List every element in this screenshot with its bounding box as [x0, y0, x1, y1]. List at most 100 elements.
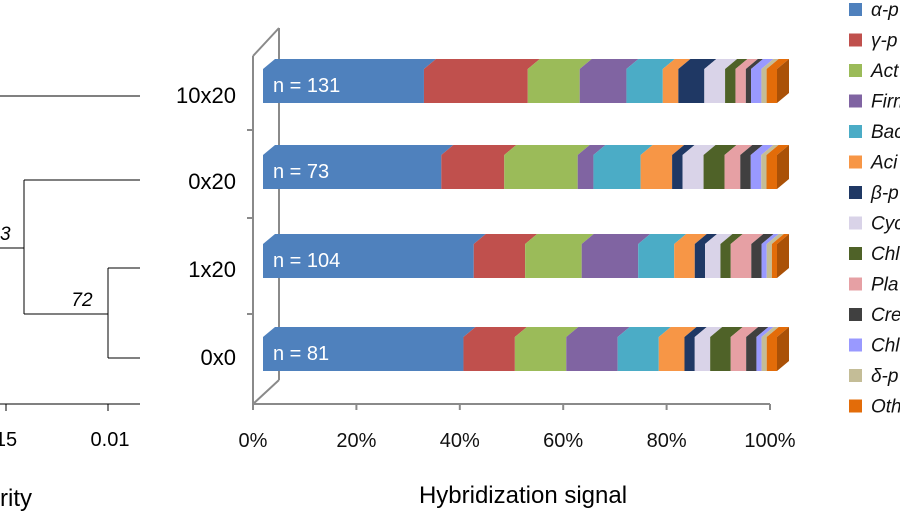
legend-label: Bac [871, 122, 900, 143]
legend-label: Cyc [871, 214, 900, 235]
bar-segment [745, 69, 752, 103]
bar-segment [682, 155, 704, 189]
bar-segment-top [730, 234, 764, 244]
bar-segment-top [662, 59, 691, 69]
bar-segment [761, 244, 767, 278]
bar-segment-top [761, 327, 779, 337]
bar-segment-top [705, 234, 733, 244]
legend-label: β-p [870, 183, 899, 204]
bar-segment-top [593, 145, 653, 155]
legend-label: Firm [871, 92, 900, 113]
bar-segment [263, 244, 474, 278]
bar-segment-top [766, 59, 789, 69]
bar-segment-top [703, 145, 737, 155]
legend-label: Oth [871, 397, 900, 418]
bar-segment-top [771, 234, 789, 244]
bar-segment-top [740, 145, 763, 155]
bar-segment [263, 337, 464, 371]
bar-segment [473, 244, 526, 278]
support-label: 72 [71, 290, 93, 311]
bar-segment [684, 337, 695, 371]
bar-segment-top [579, 59, 639, 69]
bar-segment-top [617, 327, 671, 337]
bar-segment [694, 337, 711, 371]
x-tick-label: 20% [336, 430, 376, 452]
legend-label: δ-p [871, 366, 898, 387]
legend-swatch [849, 3, 862, 16]
bar-segment [746, 337, 757, 371]
legend-label: Cre [871, 305, 900, 326]
bar-segment-top [514, 327, 579, 337]
bar-segment-top [678, 59, 717, 69]
bar-segment [751, 69, 762, 103]
bar-segment-top [527, 59, 592, 69]
bar-segment [771, 244, 777, 278]
bar-segment [504, 155, 578, 189]
bar-segment-top [730, 327, 759, 337]
bar-segment [640, 155, 673, 189]
legend-swatch [849, 308, 862, 321]
bar-segment [720, 244, 731, 278]
scale-tick-label: 15 [0, 429, 17, 451]
bar-segment [694, 244, 706, 278]
bar-side-face [777, 59, 789, 103]
bar-segment-top [751, 234, 774, 244]
bar-segment-top [463, 327, 527, 337]
bar-segment-top [761, 234, 779, 244]
bar-segment [703, 155, 725, 189]
bar-segment-top [566, 327, 630, 337]
bar-segment-top [525, 234, 594, 244]
n-label: n = 104 [273, 250, 340, 272]
bar-segment [724, 155, 741, 189]
legend-swatch [849, 399, 862, 413]
scale-tick-label: 0.01 [91, 429, 130, 451]
bar-segment [730, 244, 752, 278]
n-labels: n = 131 n = 73 n = 104 n = 81 [273, 75, 340, 365]
bar-segment [766, 244, 772, 278]
leaf-label: 10x20 [176, 83, 236, 108]
bar-segment-top [710, 327, 743, 337]
bar-segment-top [766, 327, 789, 337]
bar-segment [593, 155, 641, 189]
legend-label: Chl [871, 244, 900, 265]
legend-swatch [849, 216, 862, 230]
bar-segment-top [581, 234, 651, 244]
leaf-label: 1x20 [188, 257, 236, 282]
legend-swatch [849, 247, 862, 260]
bar-segment-top [658, 327, 697, 337]
bar-segment-top [577, 145, 606, 155]
bar-segment-top [761, 145, 779, 155]
legend-swatch [849, 94, 862, 108]
bar-segment-top [638, 234, 687, 244]
x-tick-label: 40% [440, 430, 480, 452]
bar-segment-top [704, 59, 738, 69]
x-tick-label: 100% [744, 430, 795, 452]
bar-segment-top [766, 234, 784, 244]
bar-segment-top [746, 327, 769, 337]
legend-swatch [849, 155, 862, 169]
bar-segment [766, 69, 777, 103]
bar-segment [740, 155, 751, 189]
bar-segment [766, 337, 777, 371]
bar-segment [761, 155, 767, 189]
bar-segment [725, 69, 736, 103]
bar-segment-top [751, 59, 774, 69]
bar-segment-top [504, 145, 590, 155]
bar-segment [750, 155, 762, 189]
bar-segment-top [684, 327, 707, 337]
bar-segment [751, 244, 762, 278]
bar-segment [730, 337, 747, 371]
bar-segment-top [761, 59, 779, 69]
leaf-label: 0x20 [188, 169, 236, 194]
legend-swatch [849, 125, 862, 138]
legend-label: α-p [871, 0, 899, 21]
bar-segment [678, 69, 705, 103]
x-tick-label: 0% [239, 430, 268, 452]
n-label: n = 131 [273, 75, 340, 97]
bar-segment-top [724, 145, 753, 155]
bar-segment-top [263, 327, 476, 337]
bar-segment [579, 69, 627, 103]
bar-segment [525, 244, 582, 278]
legend-label: Chl [871, 336, 900, 357]
bar-segment-top [674, 234, 707, 244]
